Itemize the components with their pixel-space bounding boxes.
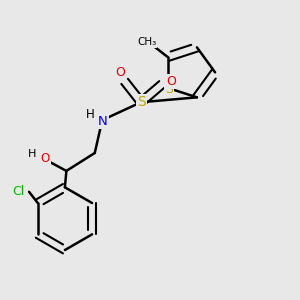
- Text: N: N: [98, 115, 108, 128]
- Text: Cl: Cl: [13, 185, 25, 198]
- Text: O: O: [41, 152, 50, 165]
- Text: CH₃: CH₃: [137, 37, 156, 47]
- Text: H: H: [86, 108, 95, 121]
- Text: O: O: [115, 67, 125, 80]
- Text: O: O: [166, 75, 176, 88]
- Text: H: H: [28, 148, 36, 159]
- Text: S: S: [137, 95, 146, 109]
- Text: S: S: [165, 83, 173, 96]
